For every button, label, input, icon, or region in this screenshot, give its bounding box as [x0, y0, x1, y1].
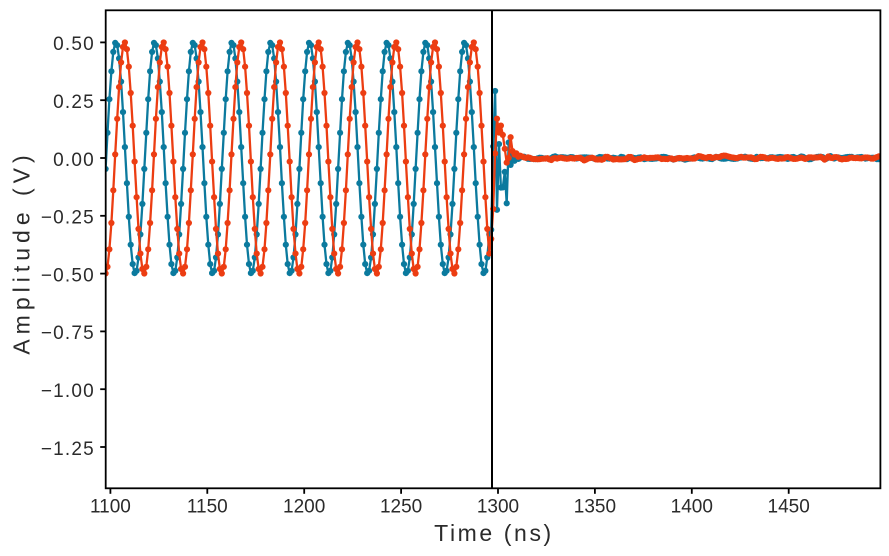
svg-text:1150: 1150 — [187, 497, 228, 518]
svg-text:−0.75: −0.75 — [41, 323, 95, 344]
svg-text:1250: 1250 — [380, 497, 422, 518]
svg-text:1300: 1300 — [477, 497, 519, 518]
svg-text:1450: 1450 — [768, 497, 810, 518]
svg-text:1350: 1350 — [574, 497, 616, 518]
svg-text:1100: 1100 — [90, 497, 131, 518]
svg-text:0.25: 0.25 — [53, 92, 95, 113]
svg-text:Time (ns): Time (ns) — [434, 520, 554, 546]
svg-text:0.50: 0.50 — [53, 34, 95, 55]
svg-text:1200: 1200 — [283, 497, 325, 518]
svg-text:0.00: 0.00 — [53, 150, 95, 171]
svg-text:−0.25: −0.25 — [41, 208, 95, 229]
svg-text:−1.00: −1.00 — [41, 381, 95, 402]
svg-text:−1.25: −1.25 — [41, 439, 95, 460]
svg-text:1400: 1400 — [671, 497, 713, 518]
svg-text:−0.50: −0.50 — [41, 265, 95, 286]
svg-text:Amplitude (V): Amplitude (V) — [9, 150, 35, 354]
